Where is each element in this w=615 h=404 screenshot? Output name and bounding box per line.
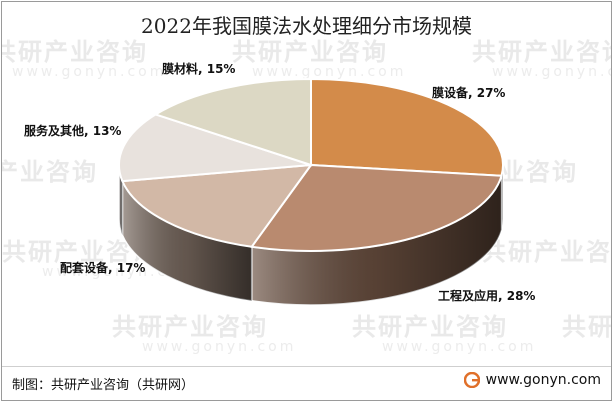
pie-slice-0[interactable] <box>310 77 504 177</box>
pie-slice-2[interactable] <box>120 163 314 248</box>
pie-side-shade-2 <box>122 181 252 301</box>
watermark-text: 共研产业咨询 <box>472 38 611 66</box>
data-label-0: 膜设备, 27% <box>432 85 505 100</box>
watermark-text: 共研产业咨询 <box>1 38 148 66</box>
watermark-text: 共研产业咨询 <box>562 313 612 341</box>
pie-sides <box>118 164 504 306</box>
watermark-text: 共研产业咨询 <box>232 38 388 66</box>
watermark-text: 共研产业咨询 <box>352 313 508 341</box>
footer-divider <box>2 366 611 367</box>
data-label-3: 服务及其他, 13% <box>24 123 121 138</box>
watermark-url: www.gonyn.com <box>142 339 297 355</box>
site-url[interactable]: www.gonyn.com <box>485 372 601 388</box>
watermark-text: 共研产业咨询 <box>112 313 268 341</box>
pie-side-shade-1 <box>251 175 502 306</box>
site-credit: www.gonyn.com <box>463 371 601 389</box>
pie-tops <box>118 77 504 252</box>
data-label-4: 膜材料, 15% <box>162 61 235 76</box>
watermark-url: www.gonyn.com <box>252 64 407 80</box>
chart-title: 2022年我国膜法水处理细分市场规模 <box>141 14 472 38</box>
data-label-2: 配套设备, 17% <box>60 260 145 275</box>
watermark-url: www.gonyn.com <box>492 64 611 80</box>
source-note: 制图：共研产业咨询（共研网） <box>12 378 195 393</box>
data-label-1: 工程及应用, 28% <box>438 288 535 303</box>
pie-labels: 膜设备, 27% 工程及应用, 28% 配套设备, 17% 服务及其他, 13% 膜材料… <box>24 61 535 303</box>
watermark-url: www.gonyn.com <box>382 339 537 355</box>
pie-chart: 膜设备, 27% 工程及应用, 28% 配套设备, 17% 服务及其他, 13% 膜材料… <box>24 61 535 306</box>
gonyn-logo-icon <box>463 371 480 389</box>
watermark-text: 共研产业咨询 <box>482 238 612 266</box>
pie-slice-1[interactable] <box>249 163 503 252</box>
pie-side-shade-3 <box>119 165 123 236</box>
pie-slice-3[interactable] <box>118 113 312 183</box>
pie-slice-4[interactable] <box>153 77 312 167</box>
watermark-url: www.gonyn.com <box>12 64 167 80</box>
watermark-text: 共研产业咨询 <box>2 158 98 186</box>
